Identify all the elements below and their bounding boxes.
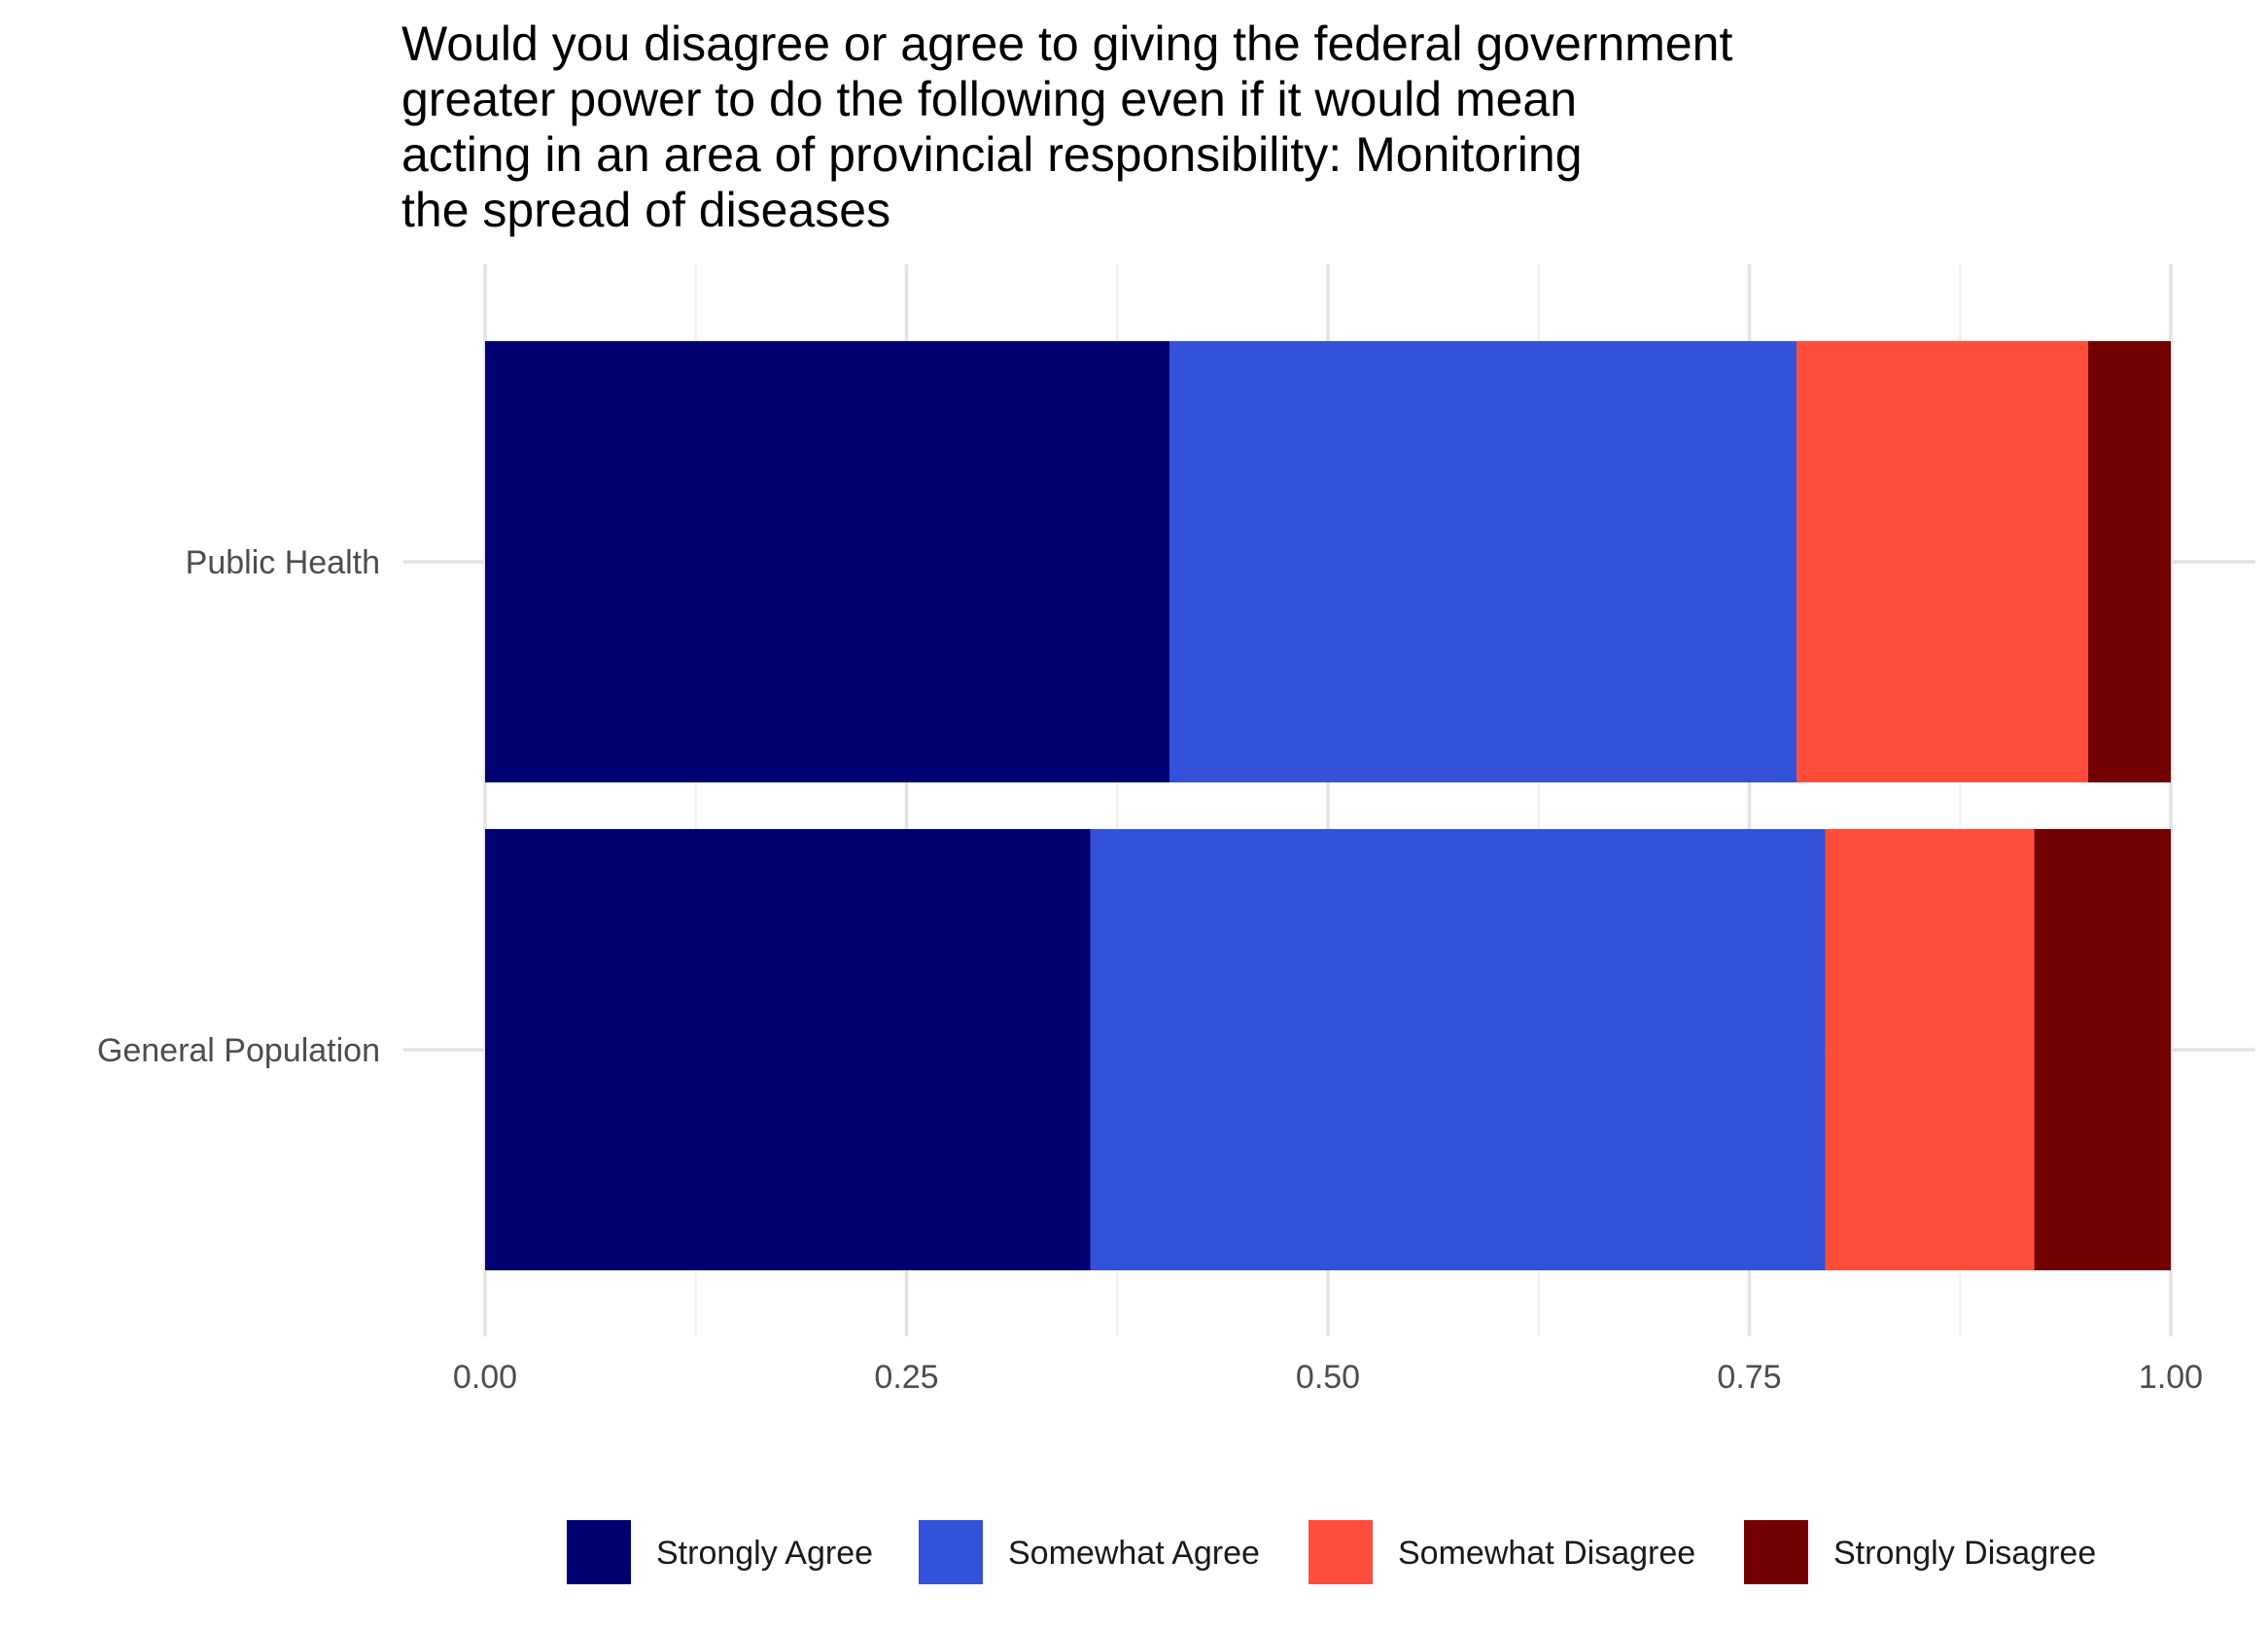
bar-general-population-strongly-disagree (2034, 829, 2171, 1270)
legend-label: Strongly Disagree (1833, 1535, 2096, 1572)
legend-key (1744, 1520, 1808, 1584)
x-tick-label: 1.00 (2139, 1359, 2203, 1396)
legend-item-strongly-agree: Strongly Agree (567, 1520, 873, 1584)
x-axis-tick-labels: 0.00 0.25 0.50 0.75 1.00 (453, 1359, 2203, 1396)
x-tick-label: 0.25 (874, 1359, 938, 1396)
legend: Strongly Agree Somewhat Agree Somewhat Dis… (567, 1520, 2096, 1584)
bar-public-health-somewhat-disagree (1797, 341, 2089, 782)
chart-title-line: Would you disagree or agree to giving th… (401, 17, 1732, 71)
y-tick-label: Public Health (186, 544, 380, 581)
bar-public-health-strongly-agree (485, 341, 1170, 782)
legend-label: Strongly Agree (656, 1535, 873, 1572)
chart-title-line: acting in an area of provincial responsi… (401, 127, 1583, 182)
bar-general-population-somewhat-disagree (1825, 829, 2035, 1270)
legend-label: Somewhat Disagree (1398, 1535, 1695, 1572)
chart-title-line: the spread of diseases (401, 183, 890, 237)
bar-general-population-strongly-agree (485, 829, 1091, 1270)
x-tick-label: 0.50 (1296, 1359, 1360, 1396)
x-tick-label: 0.75 (1717, 1359, 1781, 1396)
legend-item-somewhat-agree: Somewhat Agree (919, 1520, 1260, 1584)
y-tick-label: General Population (97, 1032, 380, 1069)
chart-title: Would you disagree or agree to giving th… (401, 17, 1732, 237)
x-tick-label: 0.00 (453, 1359, 517, 1396)
y-axis-tick-labels: Public Health General Population (97, 544, 380, 1069)
legend-item-strongly-disagree: Strongly Disagree (1744, 1520, 2096, 1584)
chart-title-line: greater power to do the following even i… (401, 72, 1577, 126)
legend-label: Somewhat Agree (1008, 1535, 1260, 1572)
legend-key (1308, 1520, 1373, 1584)
bars (485, 341, 2171, 1270)
legend-item-somewhat-disagree: Somewhat Disagree (1308, 1520, 1695, 1584)
bar-public-health-somewhat-agree (1169, 341, 1797, 782)
bar-public-health-strongly-disagree (2088, 341, 2171, 782)
legend-key (567, 1520, 631, 1584)
bar-general-population-somewhat-agree (1090, 829, 1826, 1270)
legend-key (919, 1520, 983, 1584)
